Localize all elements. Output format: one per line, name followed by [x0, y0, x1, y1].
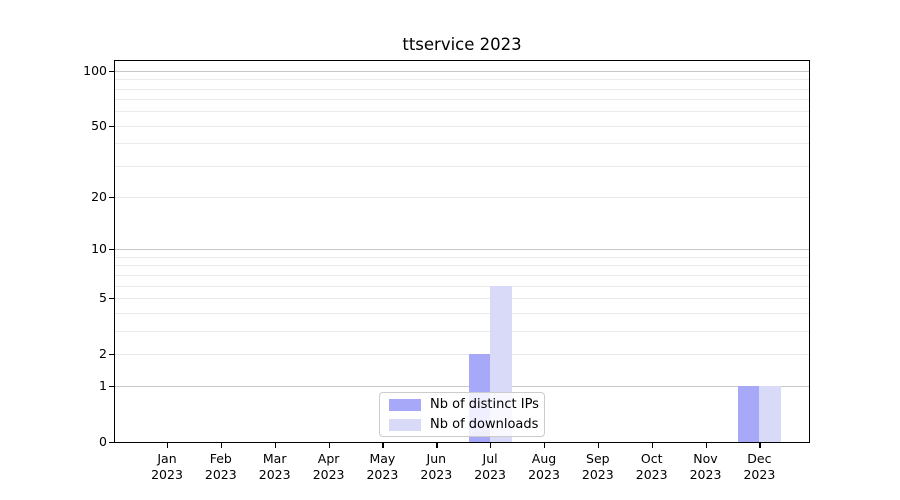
- y-tick-mark-5: [109, 297, 114, 300]
- gridline-minor-90: [115, 79, 809, 81]
- x-tick-label-dec: Dec 2023: [743, 451, 776, 482]
- x-tick-mark-aug: [544, 443, 546, 448]
- gridline-minor-6: [115, 285, 809, 287]
- y-tick-label-5: 5: [99, 289, 107, 305]
- legend-swatch-downloads: [389, 418, 421, 431]
- legend-label: Nb of distinct IPs: [430, 397, 539, 412]
- gridline-minor-20: [115, 197, 809, 199]
- bar-nb-of-distinct-ips-dec: [737, 386, 760, 442]
- legend-label: Nb of downloads: [430, 417, 539, 432]
- x-tick-mark-mar: [274, 443, 276, 448]
- y-tick-mark-50: [109, 125, 114, 127]
- y-tick-mark-10: [109, 249, 114, 251]
- y-tick-mark-0: [109, 442, 114, 444]
- gridline-minor-80: [115, 88, 809, 90]
- gridline-minor-60: [115, 111, 809, 113]
- x-tick-mark-sep: [597, 443, 600, 448]
- legend-swatch-distinct-ips: [389, 398, 421, 411]
- x-tick-label-feb: Feb 2023: [204, 451, 237, 482]
- y-tick-label-1: 1: [99, 378, 107, 394]
- gridline-minor-5: [115, 297, 809, 299]
- gridline-minor-4: [115, 312, 809, 314]
- x-tick-label-jul: Jul 2023: [474, 451, 506, 482]
- x-tick-label-apr: Apr 2023: [312, 451, 345, 482]
- x-tick-mark-feb: [220, 443, 223, 448]
- y-tick-mark-100: [109, 70, 114, 72]
- y-tick-label-10: 10: [91, 241, 107, 257]
- y-tick-mark-2: [109, 353, 114, 355]
- gridline-minor-2: [115, 353, 809, 355]
- gridline-minor-8: [115, 265, 809, 267]
- y-tick-label-50: 50: [91, 117, 107, 133]
- gridline-minor-7: [115, 274, 809, 276]
- chart-title: ttservice 2023: [402, 35, 522, 54]
- plot-area: [114, 60, 810, 443]
- y-tick-mark-1: [109, 386, 114, 388]
- gridline-major-10: [115, 249, 809, 251]
- x-tick-label-may: May 2023: [366, 451, 399, 482]
- bar-nb-of-downloads-dec: [759, 386, 781, 442]
- x-tick-label-mar: Mar 2023: [258, 451, 291, 482]
- legend-item-downloads: Nb of downloads: [389, 417, 539, 432]
- y-tick-mark-20: [109, 197, 114, 199]
- x-tick-mark-jun: [436, 443, 438, 448]
- x-tick-mark-nov: [705, 443, 707, 448]
- x-tick-label-aug: Aug 2023: [528, 451, 560, 482]
- gridline-minor-9: [115, 256, 809, 258]
- x-tick-mark-may: [382, 443, 384, 448]
- x-tick-label-nov: Nov 2023: [689, 451, 722, 482]
- gridline-minor-70: [115, 99, 809, 101]
- x-tick-label-sep: Sep 2023: [581, 451, 614, 482]
- gridline-minor-3: [115, 330, 809, 332]
- x-tick-mark-oct: [651, 443, 653, 448]
- gridline-minor-50: [115, 125, 809, 127]
- y-tick-label-20: 20: [91, 189, 107, 205]
- y-tick-label-100: 100: [83, 62, 107, 78]
- gridline-minor-40: [115, 143, 809, 145]
- x-tick-mark-dec: [759, 443, 761, 448]
- y-tick-label-0: 0: [99, 434, 107, 449]
- x-tick-label-jun: Jun 2023: [420, 451, 453, 482]
- x-tick-mark-jan: [167, 443, 169, 448]
- x-tick-label-jan: Jan 2023: [151, 451, 183, 482]
- gridline-major-1: [115, 386, 809, 388]
- y-tick-label-2: 2: [99, 345, 107, 361]
- gridline-minor-30: [115, 165, 809, 167]
- legend: Nb of distinct IPs Nb of downloads: [379, 392, 545, 437]
- legend-item-distinct-ips: Nb of distinct IPs: [389, 397, 539, 412]
- x-tick-label-oct: Oct 2023: [635, 451, 668, 482]
- gridline-major-100: [115, 70, 809, 72]
- x-tick-mark-jul: [490, 443, 492, 448]
- x-tick-mark-apr: [328, 443, 330, 448]
